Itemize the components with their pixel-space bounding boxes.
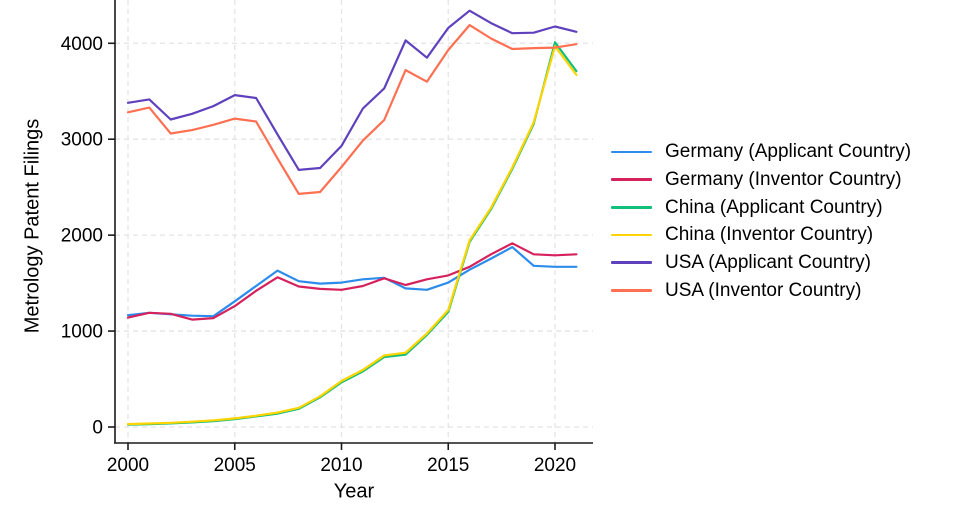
- legend-item-germany-applicant: Germany (Applicant Country): [611, 138, 911, 166]
- x-axis-title: Year: [333, 480, 375, 503]
- y-tick-label: 1000: [61, 322, 103, 343]
- y-tick-label: 4000: [61, 34, 103, 55]
- legend-label: USA (Applicant Country): [665, 252, 871, 274]
- x-tick-label: 2005: [214, 455, 256, 476]
- legend-label: Germany (Applicant Country): [665, 141, 912, 163]
- legend-item-germany-inventor: Germany (Inventor Country): [611, 166, 911, 194]
- legend-item-usa-applicant: USA (Applicant Country): [611, 249, 911, 277]
- y-tick-label: 2000: [61, 226, 103, 247]
- legend-line-swatch: [611, 178, 652, 181]
- x-tick-label: 2015: [427, 455, 469, 476]
- legend-line-swatch: [611, 233, 652, 237]
- legend: Germany (Applicant Country) Germany (Inv…: [611, 138, 911, 304]
- legend-label: Germany (Inventor Country): [665, 169, 902, 191]
- legend-line-swatch: [611, 288, 652, 292]
- legend-label: USA (Inventor Country): [665, 279, 862, 301]
- series-line-china-inventor: [126, 45, 578, 426]
- legend-item-china-inventor: China (Inventor Country): [611, 221, 911, 249]
- legend-line-swatch: [611, 205, 652, 209]
- series-line-usa-applicant: [126, 9, 578, 171]
- series-line-china-applicant: [126, 41, 578, 426]
- x-tick-label: 2000: [107, 455, 149, 476]
- legend-item-china-applicant: China (Applicant Country): [611, 193, 911, 221]
- x-tick-label: 2020: [534, 455, 576, 476]
- y-tick-label: 3000: [61, 130, 103, 151]
- series-line-usa-inventor: [126, 24, 578, 195]
- legend-line-swatch: [611, 150, 652, 154]
- legend-line-swatch: [611, 261, 652, 264]
- x-tick-label: 2010: [320, 455, 362, 476]
- legend-label: China (Applicant Country): [665, 196, 883, 218]
- y-tick-label: 0: [92, 418, 103, 439]
- legend-label: China (Inventor Country): [665, 224, 874, 246]
- series-line-germany-inventor: [126, 242, 578, 321]
- y-axis-title: Metrology Patent Filings: [21, 118, 44, 334]
- legend-item-usa-inventor: USA (Inventor Country): [611, 276, 911, 304]
- series-line-germany-applicant: [126, 246, 578, 318]
